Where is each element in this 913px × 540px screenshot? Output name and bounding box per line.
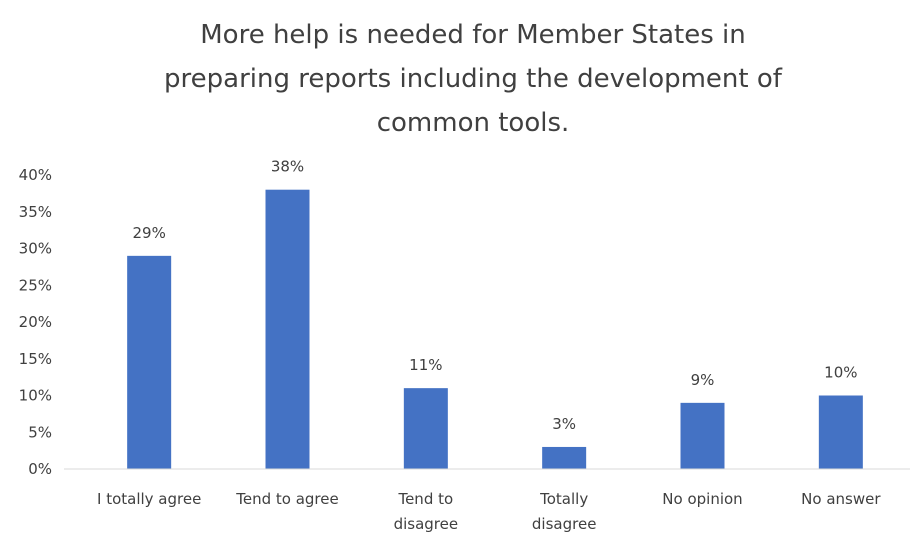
bar (818, 395, 863, 469)
y-tick-label: 10% (19, 387, 52, 405)
x-category-label: Tend to (397, 490, 453, 508)
y-tick-label: 0% (28, 460, 52, 478)
data-label: 9% (691, 371, 715, 389)
bar (265, 189, 310, 469)
y-tick-label: 40% (19, 166, 52, 184)
y-tick-label: 20% (19, 313, 52, 331)
x-category-label: Totally (539, 490, 588, 508)
y-tick-label: 5% (28, 423, 52, 441)
data-label: 11% (409, 356, 442, 374)
x-category-label: No answer (801, 490, 881, 508)
x-category-label: disagree (532, 515, 597, 533)
y-tick-label: 25% (19, 276, 52, 294)
bar (542, 446, 587, 469)
y-tick-label: 35% (19, 203, 52, 221)
bar (403, 388, 448, 469)
x-axis: I totally agree Tend to agree Tend to disag… (64, 468, 910, 533)
bars (127, 189, 863, 469)
data-labels: 29% 38% 11% 3% 9% 10% (132, 158, 857, 433)
chart-title: More help is needed for Member States in… (164, 20, 783, 138)
x-category-label: I totally agree (97, 490, 201, 508)
bar (127, 255, 172, 469)
data-label: 3% (552, 415, 576, 433)
data-label: 38% (271, 158, 304, 176)
y-tick-label: 30% (19, 240, 52, 258)
x-category-label: Tend to agree (235, 490, 338, 508)
x-category-label: No opinion (662, 490, 742, 508)
x-category-label: disagree (394, 515, 459, 533)
chart-title-line: More help is needed for Member States in (200, 20, 746, 50)
chart-title-line: common tools. (377, 108, 570, 138)
bar (680, 402, 725, 469)
y-axis: 0% 5% 10% 15% 20% 25% 30% 35% 40% (19, 166, 52, 478)
y-tick-label: 15% (19, 350, 52, 368)
chart-title-line: preparing reports including the developm… (164, 64, 783, 94)
data-label: 29% (132, 224, 165, 242)
data-label: 10% (824, 364, 857, 382)
